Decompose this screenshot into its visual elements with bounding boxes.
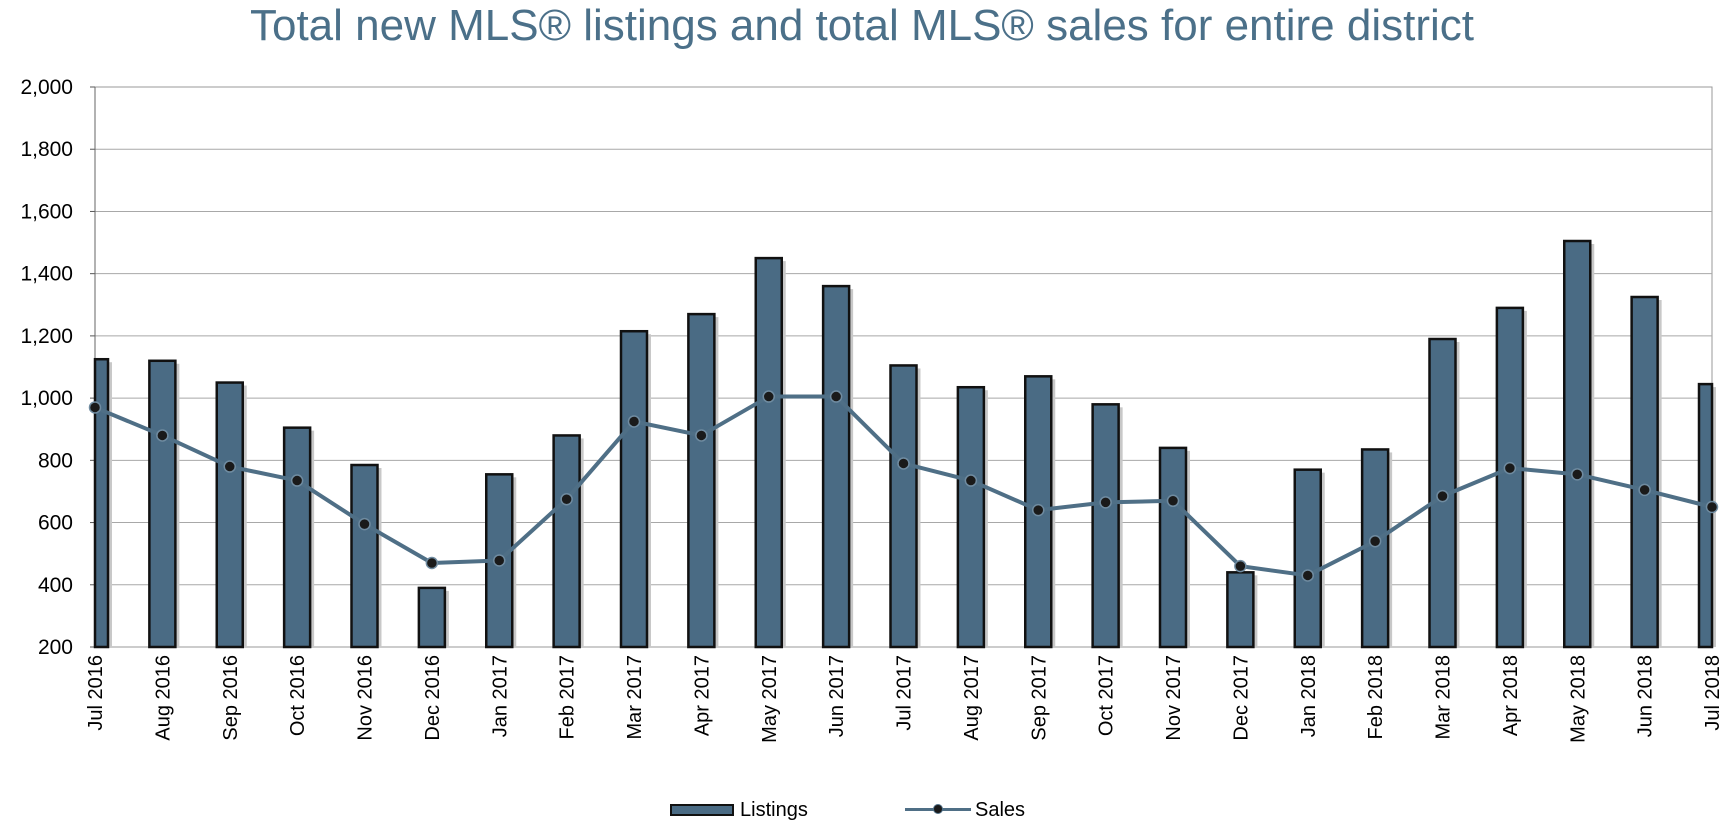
x-tick-label: Dec 2016 bbox=[422, 655, 444, 741]
listings-bar bbox=[148, 359, 177, 649]
sales-point bbox=[829, 390, 843, 403]
x-tick-label: Mar 2017 bbox=[624, 655, 646, 740]
y-tick-label: 1,600 bbox=[20, 200, 73, 223]
sales-point bbox=[762, 390, 775, 403]
sales-point bbox=[560, 492, 573, 506]
listings-bar bbox=[93, 357, 110, 649]
listings-bar bbox=[821, 284, 851, 649]
x-tick-label: May 2017 bbox=[759, 655, 781, 743]
x-tick-label: Nov 2017 bbox=[1163, 655, 1185, 741]
listings-bar bbox=[1158, 446, 1188, 649]
listings-bar bbox=[956, 385, 986, 649]
sales-point bbox=[1234, 559, 1247, 573]
x-tick-label: Sep 2017 bbox=[1028, 655, 1050, 741]
sales-point bbox=[1436, 489, 1449, 503]
sales-point bbox=[627, 415, 641, 428]
sales-point bbox=[1638, 483, 1651, 497]
y-tick-label: 400 bbox=[38, 574, 73, 597]
y-tick-label: 1,000 bbox=[20, 387, 73, 410]
chart-legend: Listings Sales bbox=[0, 795, 1724, 825]
listings-bar bbox=[1630, 295, 1659, 649]
x-tick-label: Jul 2017 bbox=[894, 655, 916, 731]
legend-swatch-sales bbox=[905, 804, 971, 816]
legend-swatch-listings bbox=[670, 804, 734, 816]
sales-point bbox=[358, 517, 371, 531]
listings-bar bbox=[1091, 403, 1120, 649]
listings-bar bbox=[1293, 468, 1322, 649]
sales-point bbox=[223, 460, 236, 473]
x-tick-label: Nov 2016 bbox=[355, 655, 377, 741]
x-tick-label: Jul 2016 bbox=[85, 655, 107, 731]
y-tick-label: 1,200 bbox=[20, 325, 73, 348]
sales-point bbox=[1032, 503, 1045, 517]
sales-point bbox=[1705, 500, 1719, 514]
sales-point bbox=[88, 401, 102, 414]
x-tick-label: May 2018 bbox=[1567, 655, 1589, 743]
sales-point bbox=[493, 554, 506, 567]
x-tick-label: Aug 2017 bbox=[961, 655, 983, 741]
sales-point bbox=[156, 429, 169, 442]
x-tick-label: Jun 2017 bbox=[826, 655, 848, 737]
x-tick-label: Jul 2018 bbox=[1702, 655, 1724, 731]
listings-bar bbox=[754, 256, 783, 649]
listings-bar bbox=[215, 381, 244, 649]
legend-item-sales: Sales bbox=[905, 795, 1025, 825]
sales-point bbox=[1099, 496, 1112, 509]
x-tick-label: Oct 2016 bbox=[287, 655, 309, 736]
sales-point bbox=[695, 429, 708, 442]
sales-point bbox=[290, 474, 304, 487]
legend-label-sales: Sales bbox=[975, 798, 1026, 821]
y-tick-label: 1,400 bbox=[20, 263, 73, 286]
x-tick-label: Feb 2018 bbox=[1365, 655, 1387, 740]
listings-bar bbox=[282, 426, 312, 649]
chart-title: Total new MLS® listings and total MLS® s… bbox=[249, 1, 1474, 50]
sales-point bbox=[964, 474, 978, 487]
sales-point bbox=[1503, 461, 1517, 475]
sales-point bbox=[425, 556, 439, 570]
y-tick-label: 600 bbox=[38, 512, 73, 535]
legend-label-listings: Listings bbox=[740, 798, 808, 821]
x-tick-label: Mar 2018 bbox=[1433, 655, 1455, 740]
listings-bar bbox=[1226, 571, 1255, 649]
y-tick-label: 1,800 bbox=[20, 138, 73, 161]
listings-bar bbox=[1697, 382, 1714, 649]
sales-point bbox=[1368, 534, 1382, 548]
sales-point bbox=[1301, 569, 1314, 582]
x-tick-label: Jan 2018 bbox=[1298, 655, 1320, 737]
sales-point bbox=[1571, 468, 1584, 481]
listings-bar bbox=[619, 329, 649, 649]
listings-bar bbox=[1563, 239, 1592, 649]
listings-bar bbox=[889, 364, 918, 649]
legend-item-listings: Listings bbox=[670, 795, 808, 825]
x-tick-label: Apr 2018 bbox=[1500, 655, 1522, 736]
x-tick-label: Dec 2017 bbox=[1230, 655, 1252, 741]
x-tick-label: Feb 2017 bbox=[557, 655, 579, 740]
listings-bar bbox=[417, 586, 447, 649]
y-tick-label: 200 bbox=[38, 636, 73, 659]
x-tick-label: Jun 2018 bbox=[1635, 655, 1657, 737]
x-tick-label: Aug 2016 bbox=[152, 655, 174, 741]
y-tick-label: 2,000 bbox=[20, 76, 73, 99]
listings-bar bbox=[687, 312, 716, 649]
sales-point bbox=[897, 457, 910, 470]
listings-bars bbox=[93, 239, 1716, 649]
listings-bar bbox=[1495, 306, 1525, 649]
y-tick-label: 800 bbox=[38, 449, 73, 472]
listings-bar bbox=[1428, 337, 1457, 649]
x-tick-label: Apr 2017 bbox=[691, 655, 713, 736]
listings-bar bbox=[552, 434, 581, 649]
listings-bar bbox=[350, 463, 379, 649]
sales-point bbox=[1166, 494, 1180, 508]
x-tick-label: Jan 2017 bbox=[489, 655, 511, 737]
x-tick-label: Oct 2017 bbox=[1096, 655, 1118, 736]
listings-bar bbox=[1360, 448, 1390, 649]
x-tick-label: Sep 2016 bbox=[220, 655, 242, 741]
